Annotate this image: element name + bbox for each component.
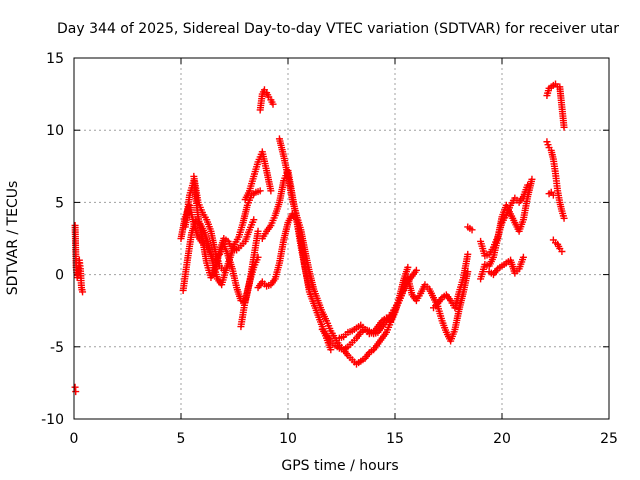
data-point: [72, 388, 80, 396]
data-point: [549, 191, 557, 199]
data-point: [558, 247, 566, 255]
x-tick-labels: 0 5 10 15 20 25: [70, 431, 618, 447]
data-point: [267, 187, 275, 195]
x-tick-label: 20: [493, 431, 511, 447]
x-tick-label: 10: [279, 431, 297, 447]
data-point: [412, 266, 420, 274]
y-tick-label: -10: [41, 412, 64, 428]
data-point: [79, 288, 87, 296]
x-axis-label: GPS time / hours: [281, 458, 398, 474]
x-tick-label: 0: [70, 431, 79, 447]
y-tick-label: 10: [46, 123, 64, 139]
data-point: [269, 100, 277, 108]
y-tick-label: -5: [50, 340, 64, 356]
data-point: [524, 181, 532, 189]
y-tick-label: 5: [55, 195, 64, 211]
grid-lines: [74, 58, 609, 419]
x-tick-label: 15: [386, 431, 404, 447]
data-point: [250, 216, 258, 224]
y-tick-label: 0: [55, 268, 64, 284]
data-point: [327, 346, 335, 354]
data-point: [519, 253, 527, 261]
data-point: [464, 250, 472, 258]
data-point: [528, 175, 536, 183]
data-point: [254, 253, 262, 261]
data-point: [254, 227, 262, 235]
data-point: [560, 214, 568, 222]
y-tick-label: 15: [46, 51, 64, 67]
x-tick-label: 5: [177, 431, 186, 447]
data-point: [404, 263, 412, 271]
data-point: [220, 266, 228, 274]
data-point: [560, 123, 568, 131]
data-point: [256, 187, 264, 195]
data-points: [71, 80, 568, 396]
data-point: [468, 226, 476, 234]
plot-frame: [73, 57, 610, 420]
chart-title: Day 344 of 2025, Sidereal Day-to-day VTE…: [57, 21, 619, 37]
x-tick-label: 25: [600, 431, 618, 447]
axis-ticks: [73, 57, 610, 420]
y-tick-labels: -10 -5 0 5 10 15: [41, 51, 64, 428]
y-axis-label: SDTVAR / TECUs: [5, 181, 21, 296]
